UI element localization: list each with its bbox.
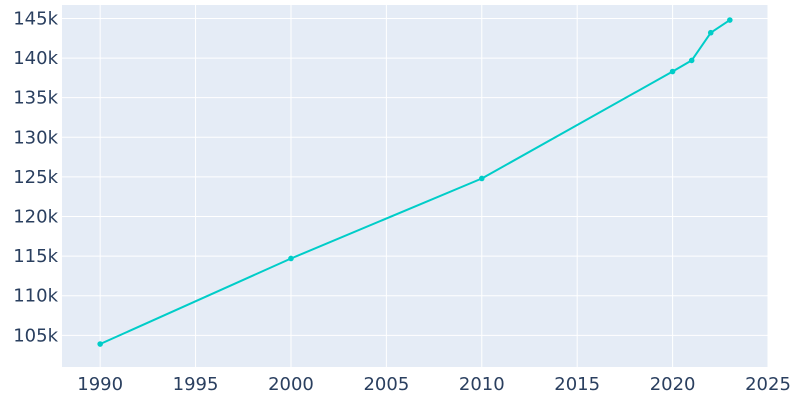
series-layer — [97, 17, 733, 347]
y-axis: 105k 110k 115k 120k 125k 130k 135k 140k 145k — [13, 8, 58, 346]
y-tick-label: 105k — [13, 325, 58, 346]
x-tick-label: 2025 — [745, 374, 791, 395]
x-tick-label: 2015 — [554, 374, 600, 395]
data-point[interactable] — [688, 57, 695, 64]
x-tick-label: 2010 — [459, 374, 505, 395]
x-tick-label: 1990 — [77, 374, 123, 395]
data-point[interactable] — [669, 68, 676, 75]
data-point[interactable] — [97, 341, 103, 347]
y-gridlines — [62, 17, 768, 336]
y-tick-label: 130k — [13, 127, 58, 148]
y-tick-label: 110k — [13, 286, 58, 307]
plot-background — [62, 5, 768, 367]
x-axis: 1990 1995 2000 2005 2010 2015 2020 2025 — [77, 374, 791, 395]
x-tick-label: 2020 — [650, 374, 696, 395]
y-tick-label: 120k — [13, 206, 58, 227]
data-point[interactable] — [727, 17, 733, 23]
y-tick-label: 140k — [13, 48, 58, 69]
x-tick-label: 2000 — [268, 374, 314, 395]
y-tick-label: 145k — [13, 8, 58, 29]
y-tick-label: 115k — [13, 246, 58, 267]
y-tick-label: 135k — [13, 88, 58, 109]
data-point[interactable] — [478, 175, 485, 182]
data-point[interactable] — [707, 29, 714, 36]
data-point[interactable] — [288, 255, 294, 262]
x-tick-label: 2005 — [363, 374, 409, 395]
x-tick-label: 1995 — [173, 374, 219, 395]
y-tick-label: 125k — [13, 167, 58, 188]
x-gridlines — [99, 5, 769, 367]
